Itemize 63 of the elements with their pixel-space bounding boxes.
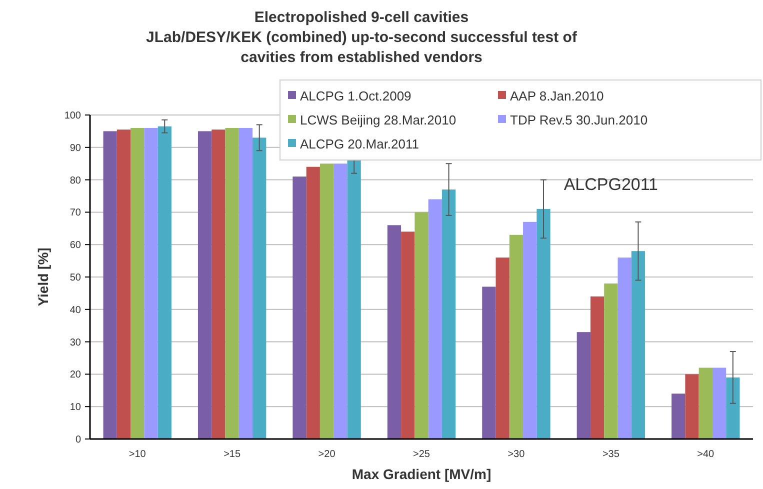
bar (536, 208, 550, 439)
bar (252, 138, 266, 439)
bar (292, 176, 306, 439)
x-tick-label: >25 (413, 449, 430, 460)
x-tick-label: >15 (224, 449, 241, 460)
y-tick-label: 50 (70, 272, 82, 284)
bar (158, 126, 172, 439)
chart-title: Electropolished 9-cell cavities (254, 9, 469, 26)
bar (103, 131, 117, 439)
bar (225, 128, 239, 439)
bar (198, 131, 212, 439)
bar (334, 164, 348, 439)
legend-label: LCWS Beijing 28.Mar.2010 (300, 112, 456, 128)
legend-label: AAP 8.Jan.2010 (510, 88, 604, 104)
bar (387, 225, 402, 439)
bar (496, 258, 510, 439)
x-tick-label: >20 (318, 449, 336, 460)
x-tick-label: >40 (697, 449, 715, 460)
y-tick-label: 70 (70, 208, 82, 219)
bar (238, 128, 253, 439)
legend-label: ALCPG 20.Mar.2011 (300, 136, 419, 152)
bar (320, 164, 334, 439)
bar (116, 130, 131, 439)
bar (442, 190, 456, 439)
bar (590, 296, 604, 439)
bar (631, 251, 646, 439)
bar (712, 368, 726, 439)
bar (306, 166, 320, 439)
legend-label: TDP Rev.5 30.Jun.2010 (510, 112, 648, 128)
y-tick-label: 10 (70, 402, 82, 414)
bar (428, 199, 442, 439)
bar (130, 128, 144, 439)
bar (347, 160, 361, 439)
annotation: ALCPG2011 (564, 175, 658, 194)
bar (482, 286, 496, 439)
bar (618, 258, 632, 439)
y-tick-label: 80 (70, 175, 82, 186)
y-tick-label: 20 (70, 370, 82, 381)
bar (726, 377, 740, 439)
bar (414, 212, 428, 439)
legend-label: ALCPG 1.Oct.2009 (300, 88, 412, 104)
bar (698, 368, 712, 439)
x-axis-title: Max Gradient [MV/m] (352, 466, 492, 482)
x-tick-label: >35 (602, 449, 620, 460)
y-tick-label: 30 (70, 337, 82, 348)
y-tick-label: 0 (75, 434, 82, 446)
bar (212, 130, 226, 439)
bar (604, 283, 618, 439)
chart-subtitle: JLab/DESY/KEK (combined) up-to-second successful test of cavities from established vendors (146, 29, 578, 66)
y-axis-title: Yield [%] (35, 248, 51, 306)
y-tick-label: 90 (70, 142, 82, 154)
bar (509, 234, 524, 439)
y-tick-label: 60 (70, 240, 82, 252)
bar (685, 374, 699, 439)
x-tick-label: >30 (508, 449, 526, 460)
bar (523, 222, 537, 439)
bar (401, 232, 415, 439)
y-tick-label: 40 (70, 304, 82, 316)
bar (144, 128, 158, 439)
x-tick-label: >10 (128, 449, 146, 460)
y-tick-label: 100 (64, 110, 82, 122)
bar (576, 332, 590, 439)
bar (672, 394, 686, 439)
